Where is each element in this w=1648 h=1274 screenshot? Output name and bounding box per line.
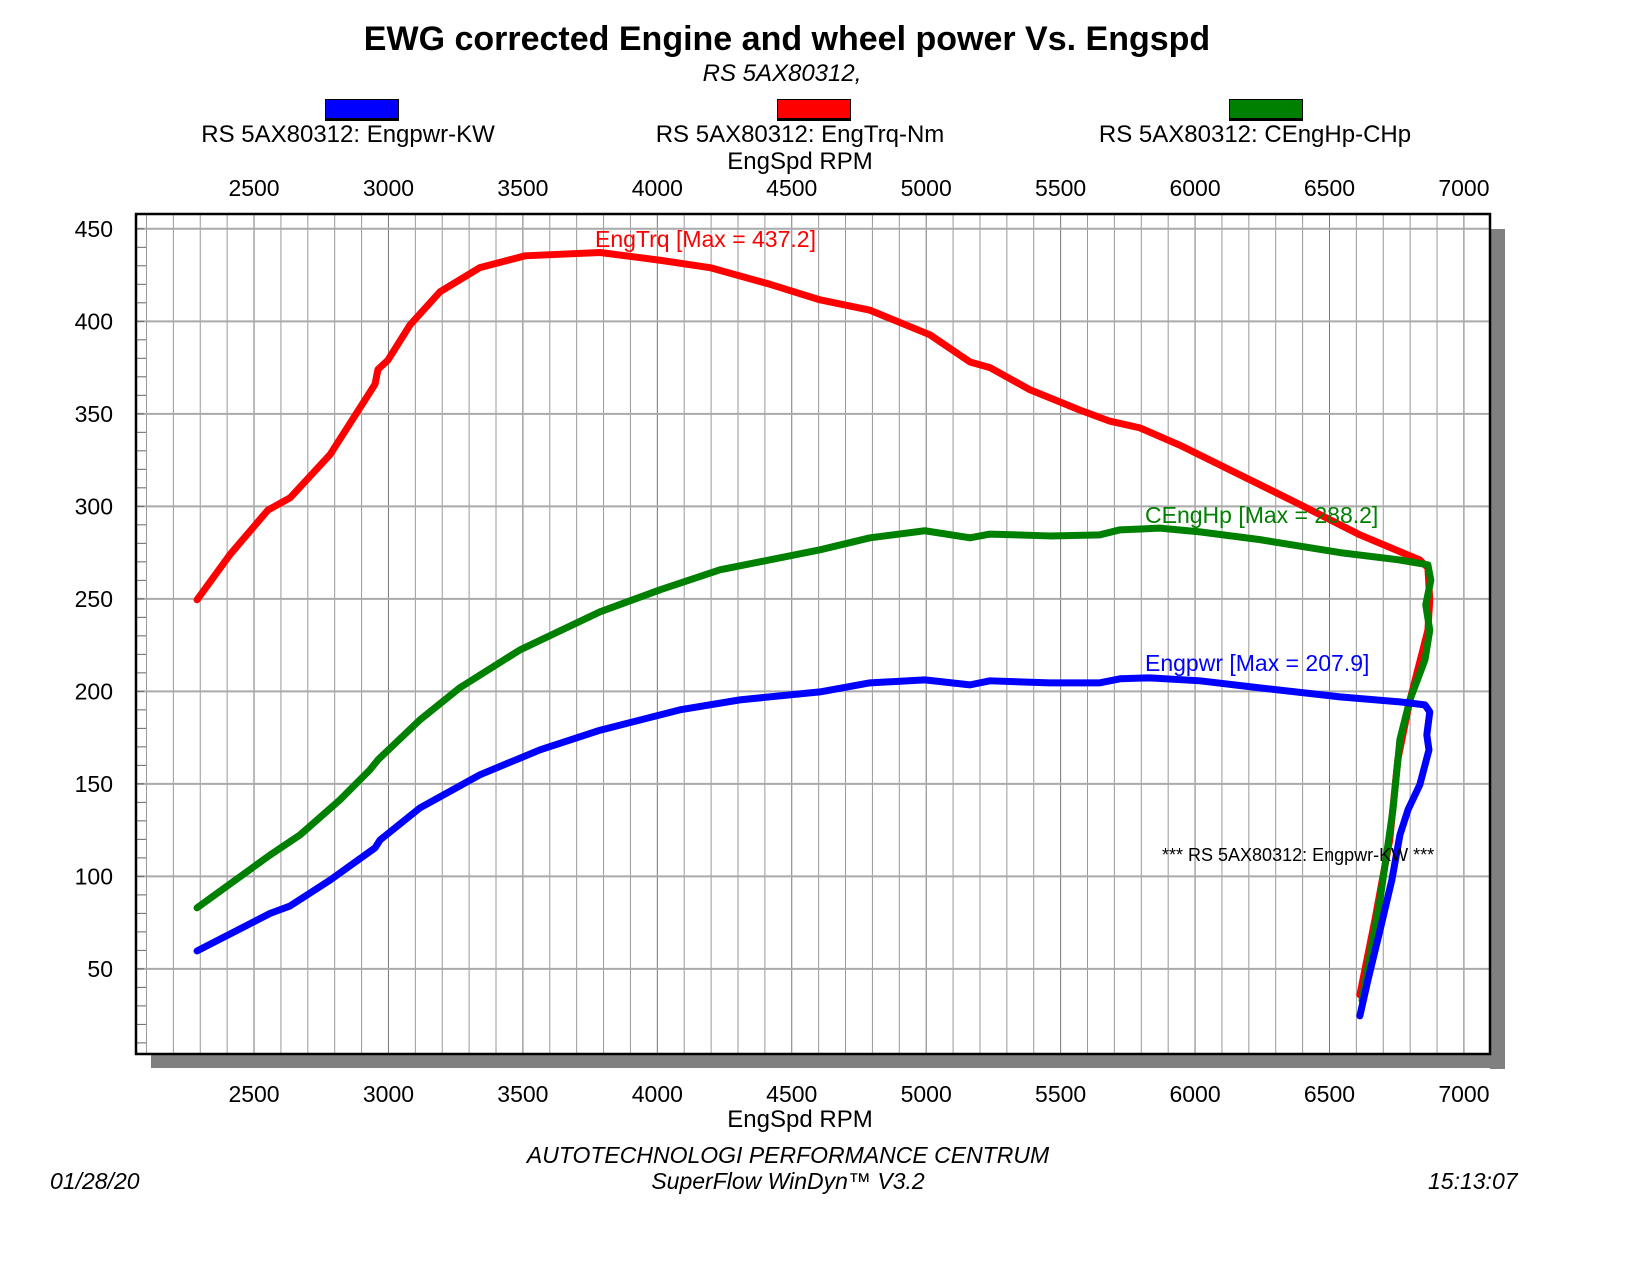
x-tick-label-top: 6000 [1169,175,1220,201]
x-axis-label-top: EngSpd RPM [727,148,873,175]
y-tick-label: 150 [75,771,113,797]
plot-border [134,212,1492,1056]
max-annotation-engtrq: EngTrq [Max = 437.2] [595,226,816,252]
footer-date: 01/28/20 [50,1168,140,1194]
plot-shadow-right [1490,229,1505,1069]
x-tick-label-top: 4000 [632,175,683,201]
plot-shadow-bottom [151,1054,1505,1068]
y-tick-label: 450 [75,216,113,242]
max-annotation-cenghp: CEngHp [Max = 288.2] [1145,502,1378,528]
x-tick-label-bottom: 5500 [1035,1081,1086,1107]
chart-title: EWG corrected Engine and wheel power Vs.… [363,20,1211,58]
legend-label-cenghp: RS 5AX80312: CEngHp-CHp [1098,121,1412,148]
legend-label-engtrq: RS 5AX80312: EngTrq-Nm [655,121,945,148]
legend-label-engpwr: RS 5AX80312: Engpwr-KW [201,121,495,148]
footer-company: AUTOTECHNOLOGI PERFORMANCE CENTRUM [526,1142,1050,1168]
y-tick-label: 50 [87,956,113,982]
x-tick-label-bottom: 4500 [766,1081,817,1107]
series-line-cenghp [193,524,1435,1004]
chart-subtitle: RS 5AX80312, [702,60,862,87]
footer-time: 15:13:07 [1428,1168,1518,1194]
x-tick-label-top: 7000 [1438,175,1489,201]
x-axis-label-bottom: EngSpd RPM [727,1106,873,1133]
x-tick-label-bottom: 7000 [1438,1081,1489,1107]
x-tick-label-top: 2500 [228,175,279,201]
x-tick-label-bottom: 6000 [1169,1081,1220,1107]
y-tick-label: 200 [75,678,113,704]
x-tick-label-bottom: 2500 [228,1081,279,1107]
y-tick-label: 250 [75,586,113,612]
x-tick-label-bottom: 6500 [1304,1081,1355,1107]
x-tick-label-top: 5000 [901,175,952,201]
y-tick-label: 350 [75,401,113,427]
x-tick-label-bottom: 4000 [632,1081,683,1107]
legend-swatch-engtrq [777,99,851,121]
y-tick-label: 100 [75,863,113,889]
max-annotation-engpwr: Engpwr [Max = 207.9] [1145,650,1369,676]
x-tick-label-bottom: 3500 [497,1081,548,1107]
series-line-engpwr [193,674,1434,1020]
plot-background [136,214,1490,1054]
chart-note: *** RS 5AX80312: Engpwr-KW *** [1162,845,1434,865]
x-tick-label-bottom: 5000 [901,1081,952,1107]
x-tick-label-top: 6500 [1304,175,1355,201]
x-tick-label-bottom: 3000 [363,1081,414,1107]
y-tick-label: 300 [75,493,113,519]
x-tick-label-top: 3500 [497,175,548,201]
x-tick-label-top: 4500 [766,175,817,201]
x-tick-label-top: 5500 [1035,175,1086,201]
y-tick-label: 400 [75,308,113,334]
legend-swatch-cenghp [1229,99,1303,121]
x-tick-label-top: 3000 [363,175,414,201]
legend-swatch-engpwr [325,99,399,121]
footer-software: SuperFlow WinDyn™ V3.2 [651,1168,925,1194]
